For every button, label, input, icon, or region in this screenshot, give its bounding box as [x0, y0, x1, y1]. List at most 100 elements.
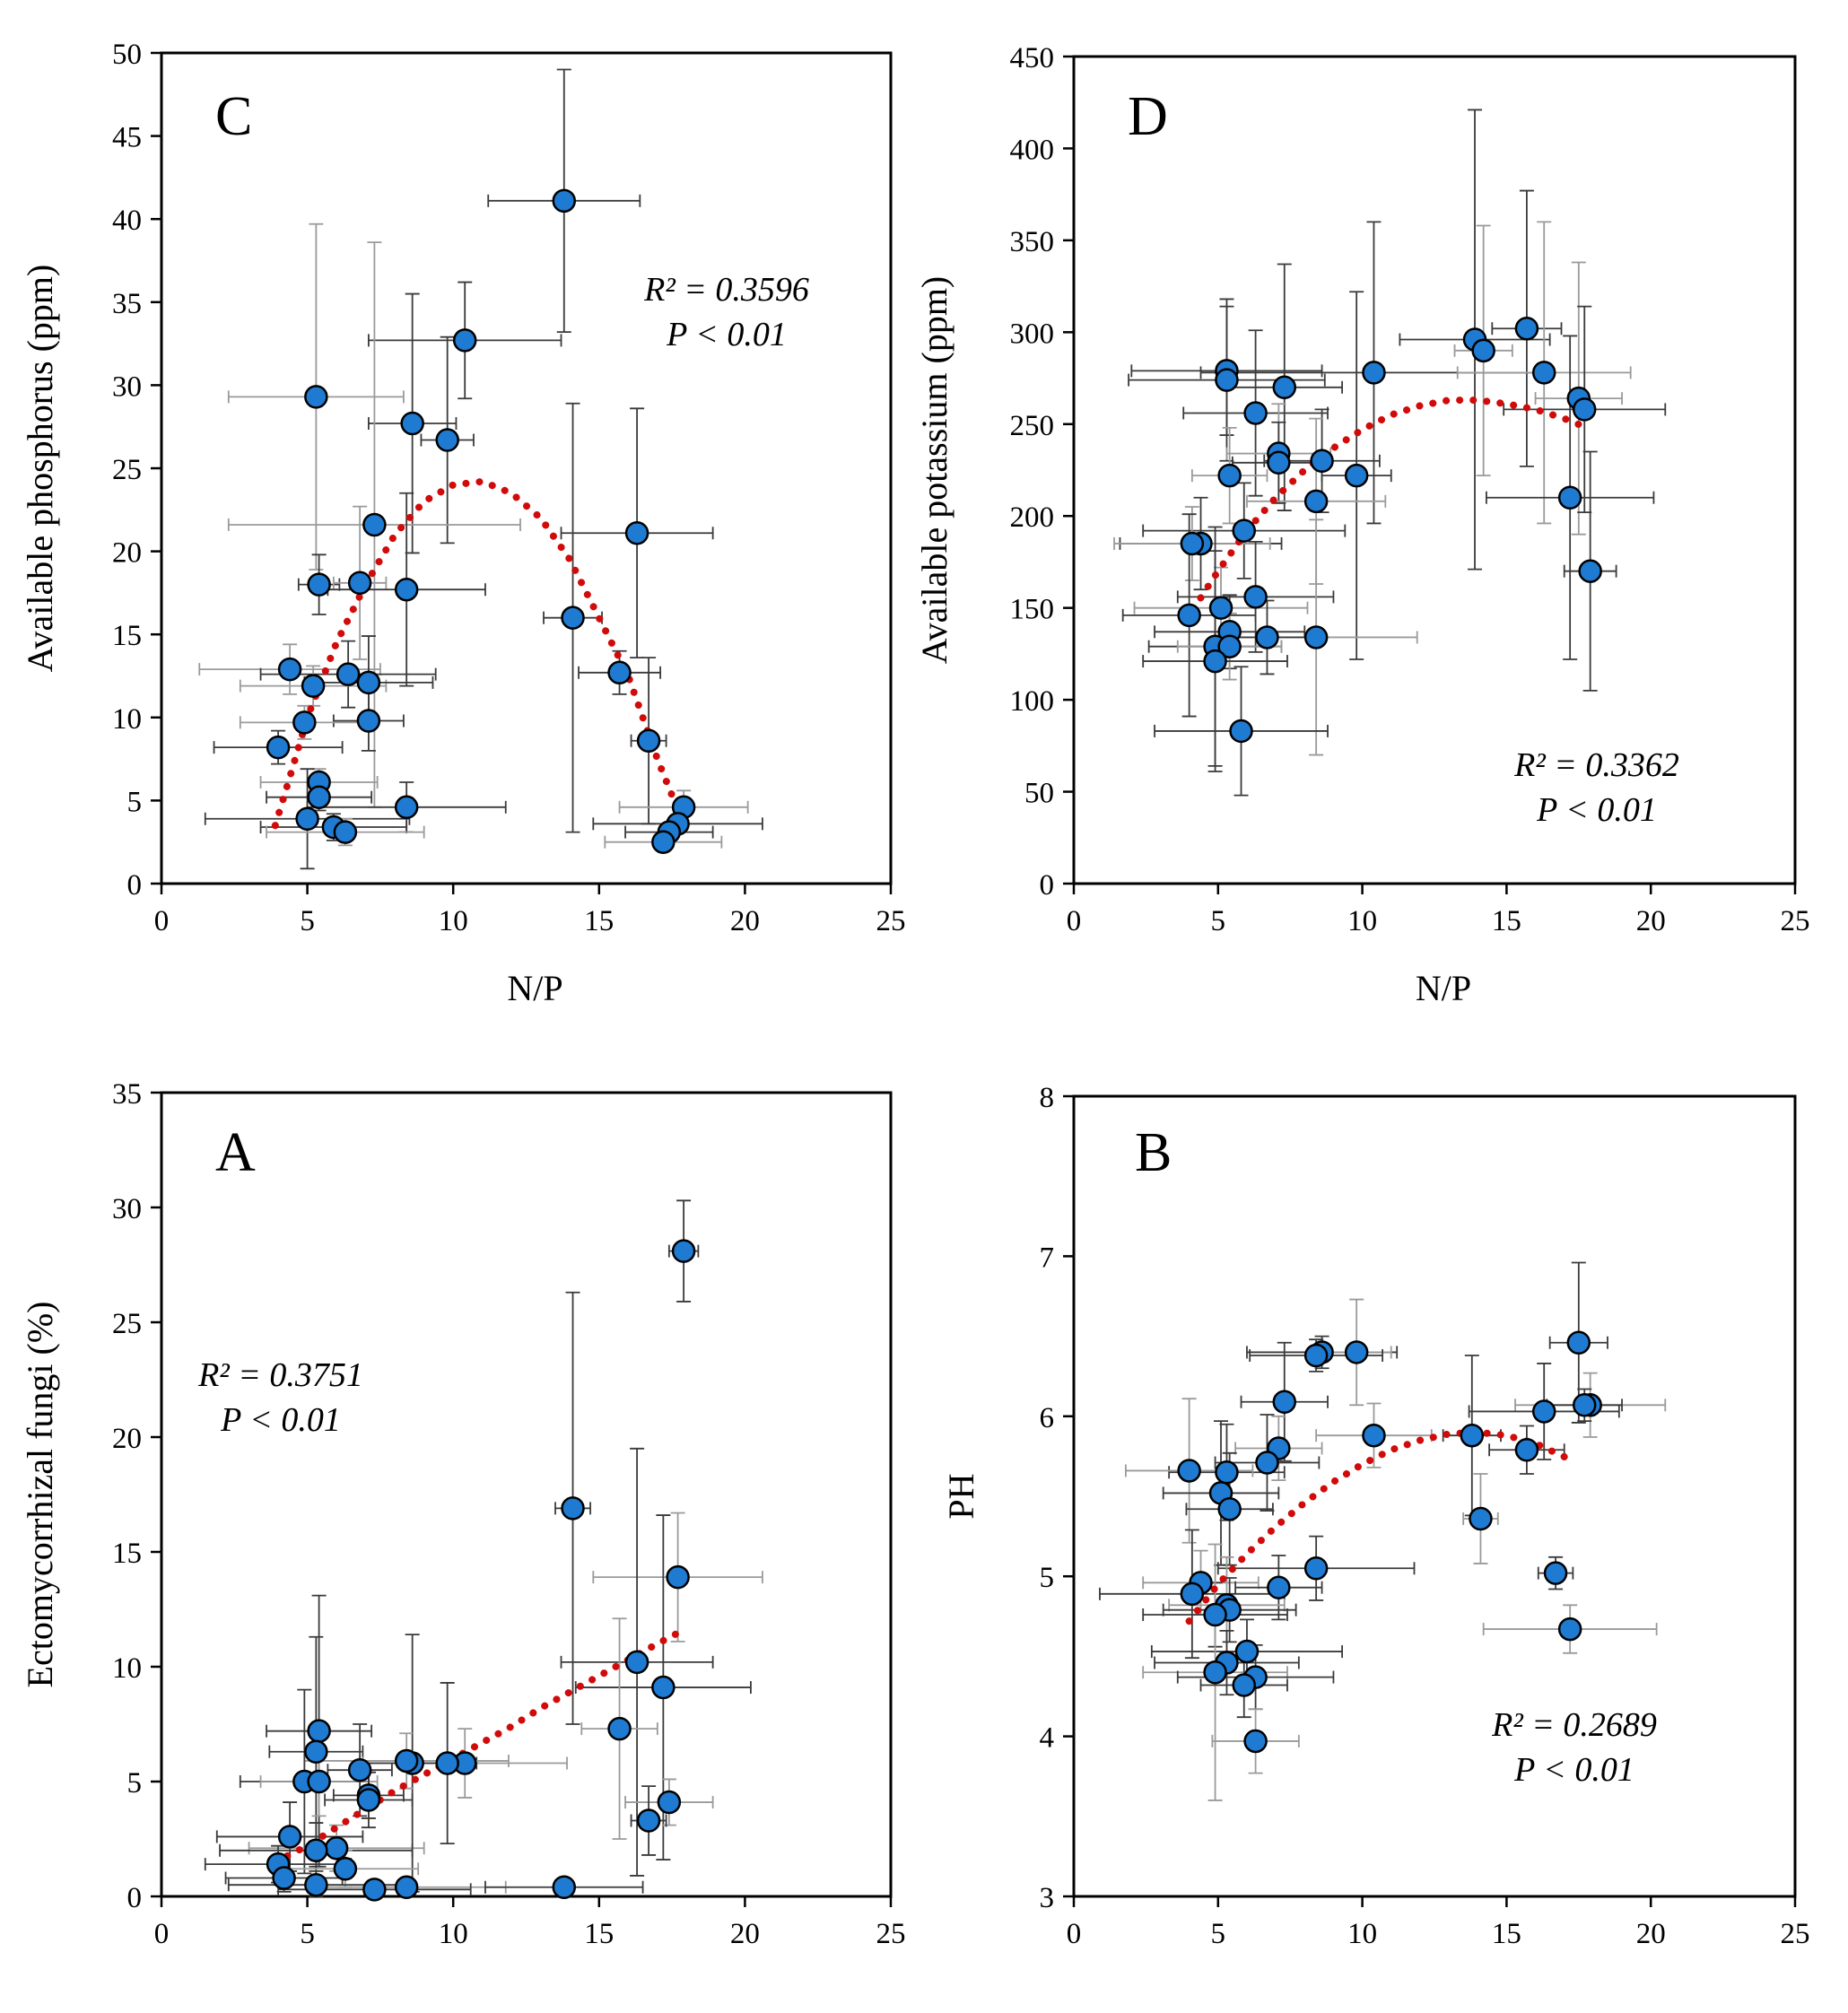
panel-b-data-point: [1232, 1673, 1256, 1697]
panel-c-data-point: [292, 710, 317, 735]
panel-b-data-point: [1217, 1497, 1242, 1521]
panel-c-data-point: [394, 577, 419, 602]
panel-c-markers: [266, 188, 696, 854]
panel-d-data-point: [1215, 368, 1239, 392]
panel-c-y-tick-label: 45: [112, 122, 142, 154]
panel-a: 0 5 10 15 20 25 30 35 0 5 10 15 20 25 Ectomycorrhizal …: [20, 1078, 906, 1950]
panel-b-y-tick-label: 4: [1040, 1722, 1055, 1755]
panel-b-data-point: [1514, 1438, 1539, 1462]
panel-c-y-tick-label: 40: [112, 205, 142, 237]
panel-d-y-tick-label: 300: [1010, 318, 1055, 350]
panel-a-trendline: [271, 1626, 688, 1866]
panel-b-r-squared: R² = 0.2689: [1491, 1706, 1657, 1744]
panel-a-r-squared: R² = 0.3751: [197, 1356, 363, 1394]
panel-c-data-point: [561, 606, 585, 630]
panel-c-x-tick-label: 15: [584, 905, 614, 937]
panel-a-data-point: [651, 1675, 676, 1700]
panel-a-data-point: [636, 1808, 661, 1833]
panel-d-y-tick-label: 150: [1010, 594, 1055, 626]
panel-a-data-point: [362, 1878, 387, 1902]
panel-c-data-point: [347, 571, 372, 596]
panel-a-data-point: [671, 1239, 696, 1263]
panel-a-data-point: [304, 1872, 328, 1897]
panel-d-data-point: [1267, 450, 1291, 475]
panel-d-y-tick-label: 250: [1010, 410, 1055, 442]
panel-b-data-point: [1344, 1340, 1369, 1364]
panel-d-data-point: [1471, 338, 1495, 363]
panel-d-data-point: [1578, 559, 1602, 583]
panel-a-data-point: [561, 1496, 585, 1521]
panel-c-y-tick-label: 20: [112, 537, 142, 570]
panel-c-data-point: [607, 660, 632, 685]
panel-a-y-tick-label: 15: [112, 1538, 142, 1570]
panel-a-markers: [266, 1239, 696, 1902]
panel-b-data-point: [1180, 1582, 1205, 1607]
panel-b-data-point: [1243, 1729, 1268, 1754]
panel-d-data-point: [1531, 361, 1556, 385]
panel-d-data-point: [1572, 397, 1597, 422]
panel-b-data-point: [1177, 1459, 1201, 1483]
panel-a-y-axis-title: Ectomycorrhizal fungi (%): [20, 1302, 60, 1688]
panel-a-x-tick-label: 10: [439, 1918, 468, 1950]
panel-d-x-axis-title: N/P: [1416, 968, 1471, 1008]
panel-b-data-point: [1531, 1399, 1556, 1424]
panel-d-data-point: [1177, 603, 1201, 628]
panel-d-data-point: [1243, 401, 1268, 425]
panel-b-data-point: [1272, 1390, 1297, 1414]
panel-c-x-tick-label: 10: [439, 905, 468, 937]
panel-d-y-tick-label: 0: [1040, 869, 1055, 902]
panel-b-data-point: [1215, 1460, 1239, 1485]
panel-b-data-point: [1203, 1602, 1227, 1627]
panel-d-p-value: P < 0.01: [1536, 791, 1657, 829]
panel-d-plot-frame: [1072, 55, 1797, 885]
panel-c-p-value: P < 0.01: [666, 316, 787, 353]
panel-d-data-point: [1208, 596, 1233, 620]
panel-d-letter: D: [1128, 86, 1168, 147]
panel-d-data-point: [1344, 463, 1369, 488]
panel-c-data-point: [400, 411, 424, 436]
panel-d-y-tick-label: 350: [1010, 226, 1055, 258]
panel-a-x-tick-label: 25: [876, 1918, 906, 1950]
panel-d-x-tick-label: 10: [1347, 905, 1377, 937]
panel-c-x-tick-label: 20: [730, 905, 760, 937]
panel-b-data-point: [1303, 1343, 1329, 1368]
panel-d-data-point: [1255, 625, 1279, 649]
panel-b-data-point: [1460, 1423, 1485, 1448]
panel-b-data-point: [1557, 1616, 1582, 1642]
panel-d-x-tick-label: 25: [1781, 905, 1810, 937]
panel-a-y-tick-label: 25: [112, 1308, 142, 1340]
panel-b-data-point: [1572, 1393, 1597, 1417]
panel-c-letter: C: [215, 86, 252, 147]
panel-c-data-point: [356, 709, 381, 733]
panel-b-y-tick-label: 8: [1040, 1082, 1055, 1114]
panel-c-r-squared: R² = 0.3596: [643, 271, 809, 309]
panel-c-y-tick-label: 10: [112, 703, 142, 736]
panel-c-x-tick-label: 0: [154, 905, 170, 937]
panel-c-data-point: [636, 728, 661, 753]
panel-d-data-point: [1217, 634, 1242, 658]
panel-d-y-axis-title: Available potassium (ppm): [914, 276, 955, 665]
panel-a-data-point: [304, 1838, 328, 1863]
panel-d-y-tick-label: 100: [1010, 685, 1055, 718]
panel-c-x-tick-label: 25: [876, 905, 906, 937]
panel-a-data-point: [347, 1757, 372, 1782]
panel-d-data-point: [1180, 531, 1205, 556]
panel-c-y-tick-label: 30: [112, 370, 142, 403]
panel-a-data-point: [356, 1788, 381, 1812]
panel-c-y-axis-title: Available phosphorus (ppm): [20, 265, 60, 673]
panel-b-x-tick-label: 20: [1636, 1918, 1666, 1950]
panel-d-data-point: [1303, 625, 1329, 649]
panel-d-data-point: [1514, 316, 1539, 341]
panel-c-data-point: [452, 328, 477, 353]
panel-c-y-tick-label: 15: [112, 620, 142, 652]
panel-c-data-point: [624, 520, 649, 545]
panel-d: 0 50 100 150 200 250 300 350 400 450 0 5 10 15 20 25 Ava…: [914, 42, 1810, 1008]
panel-a-data-point: [657, 1790, 682, 1815]
panel-b-y-tick-label: 7: [1040, 1242, 1055, 1274]
panel-b-trendline: [1185, 1428, 1574, 1625]
panel-c-x-tick-label: 5: [300, 905, 315, 937]
panel-a-y-tick-label: 10: [112, 1652, 142, 1685]
panel-d-data-point: [1272, 375, 1297, 400]
panel-d-data-point: [1362, 361, 1386, 385]
